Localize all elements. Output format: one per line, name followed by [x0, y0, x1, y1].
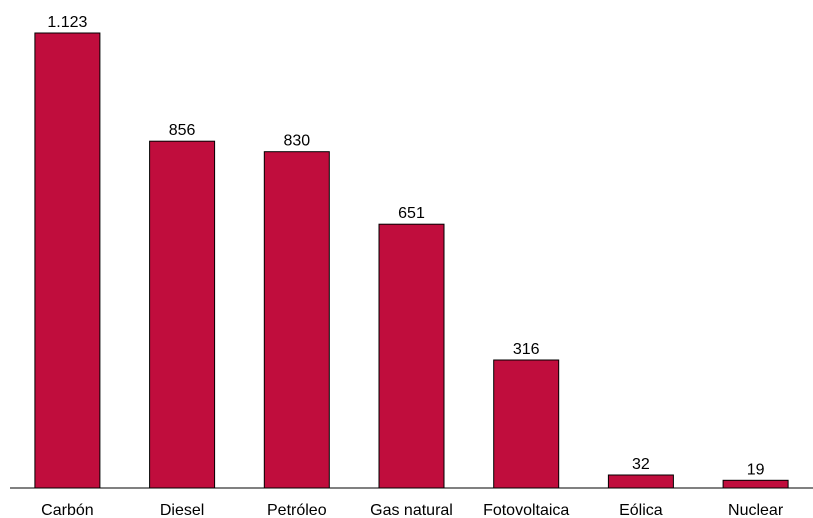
bars-layer	[34, 32, 789, 489]
bar	[607, 474, 674, 489]
x-tick-label: Eólica	[619, 502, 663, 518]
bar	[34, 32, 101, 489]
x-tick-label: Carbón	[41, 502, 93, 518]
bar-value-label: 1.123	[47, 14, 87, 31]
value-labels-layer: 1.123 856 830 651 316 32 19	[47, 14, 764, 478]
bar-value-label: 856	[169, 122, 196, 139]
bar	[263, 151, 330, 489]
bar	[149, 140, 216, 489]
bar	[722, 479, 789, 489]
bar	[378, 223, 445, 489]
x-tick-label: Nuclear	[728, 502, 784, 518]
x-tick-label: Petróleo	[267, 502, 327, 518]
bar	[493, 359, 560, 489]
bar-value-label: 316	[513, 341, 540, 358]
bar-value-label: 830	[283, 133, 310, 150]
x-tick-label: Diesel	[160, 502, 204, 518]
bar-value-label: 32	[632, 456, 650, 473]
bar-value-label: 19	[747, 461, 765, 478]
x-tick-label: Gas natural	[370, 502, 453, 518]
x-tick-label: Fotovoltaica	[483, 502, 569, 518]
x-tick-labels: Carbón Diesel Petróleo Gas natural Fotovolta…	[41, 502, 784, 518]
bar-value-label: 651	[398, 205, 425, 222]
